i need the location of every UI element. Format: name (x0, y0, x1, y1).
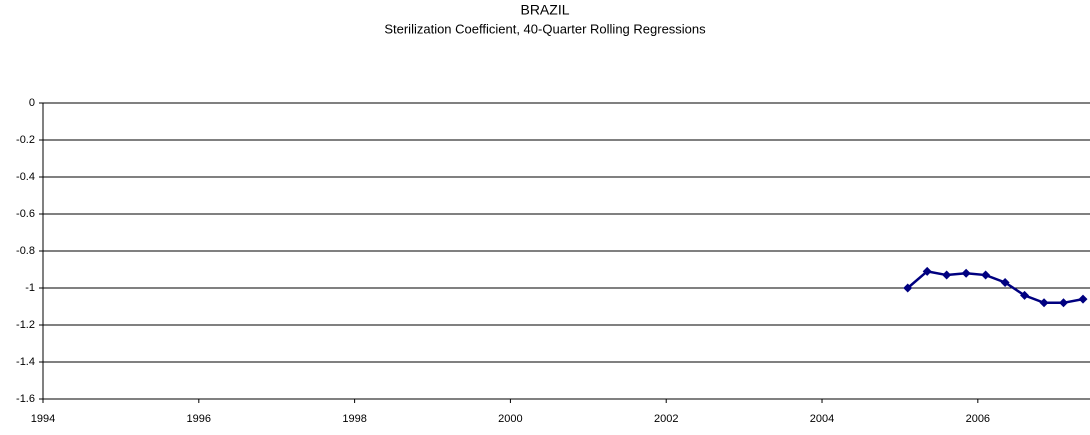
y-tick-label: -1.6 (16, 393, 35, 405)
x-tick-label: 2002 (654, 413, 678, 425)
marker (942, 270, 952, 280)
y-tick-label: -0.4 (16, 171, 35, 183)
y-tick-label: -1.4 (16, 356, 35, 368)
x-tick-label: 1994 (31, 413, 55, 425)
chart-subtitle: Sterilization Coefficient, 40-Quarter Ro… (384, 21, 706, 36)
x-tick-label: 2004 (810, 413, 834, 425)
y-tick-label: 0 (29, 97, 35, 109)
marker (1000, 277, 1010, 287)
marker (903, 283, 913, 293)
y-tick-label: -0.6 (16, 208, 35, 220)
x-tick-label: 1996 (187, 413, 211, 425)
marker (1059, 298, 1069, 308)
marker (961, 268, 971, 278)
marker (922, 266, 932, 276)
y-tick-label: -0.2 (16, 134, 35, 146)
marker (1020, 290, 1030, 300)
chart-title: BRAZIL (520, 2, 569, 18)
y-tick-label: -0.8 (16, 245, 35, 257)
marker (1039, 298, 1049, 308)
x-tick-label: 2006 (966, 413, 990, 425)
marker (1078, 294, 1088, 304)
x-tick-label: 2000 (498, 413, 522, 425)
marker (981, 270, 991, 280)
series-line (906, 270, 1084, 305)
y-tick-label: -1.2 (16, 319, 35, 331)
x-tick-label: 1998 (342, 413, 366, 425)
y-tick-label: -1 (25, 282, 35, 294)
